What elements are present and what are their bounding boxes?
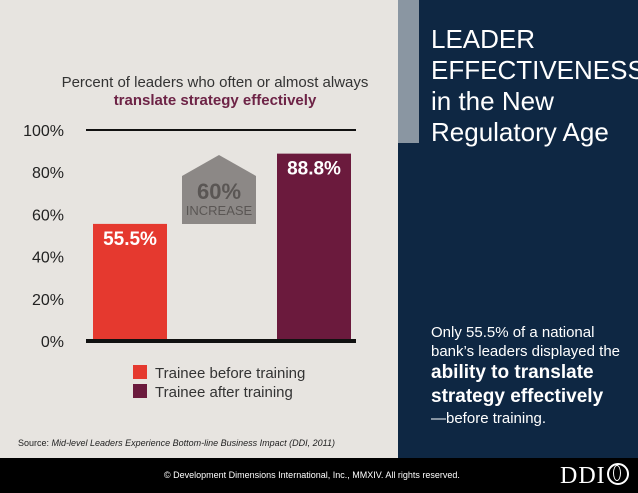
y-tick-label: 0% (41, 334, 64, 351)
source-note: Source: Mid-level Leaders Experience Bot… (18, 438, 335, 448)
chart-title-line: Percent of leaders who often or almost a… (61, 74, 369, 91)
y-tick-label: 20% (32, 292, 64, 309)
bar-value-label: 88.8% (287, 159, 341, 180)
body-lead: Only 55.5% of a national bank’s leaders … (431, 324, 621, 360)
bar-value-label: 55.5% (103, 229, 157, 250)
panel-body: Only 55.5% of a national bank’s leaders … (431, 323, 636, 428)
increase-box (182, 176, 256, 224)
body-bold: ability to translate strategy effectivel… (431, 362, 604, 407)
increase-value: 60% (197, 179, 241, 204)
copyright-text: © Development Dimensions International, … (164, 470, 460, 480)
legend-swatch (133, 365, 147, 379)
y-tick-label: 80% (32, 165, 64, 182)
headline-line-3: in the New (431, 86, 554, 116)
legend-swatch (133, 384, 147, 398)
increase-label: INCREASE (186, 203, 253, 218)
bar (277, 153, 351, 341)
increase-arrow-icon (182, 155, 256, 176)
y-tick-label: 60% (32, 207, 64, 224)
chart-subtitle: translate strategy effectively (113, 92, 317, 109)
bar-chart: 0%20%40%60%80%100%55.5%88.8%60%INCREASET… (23, 123, 356, 401)
bar (93, 223, 167, 341)
legend-label: Trainee before training (155, 365, 305, 382)
source-prefix: Source: (18, 438, 52, 448)
logo-text: DDI (560, 463, 606, 489)
chart-title: Percent of leaders who often or almost a… (40, 74, 390, 110)
body-tail: —before training. (431, 410, 547, 427)
ddi-logo: DDI (560, 463, 629, 490)
source-text: Mid-level Leaders Experience Bottom-line… (51, 438, 335, 448)
globe-icon (606, 463, 629, 485)
headline-line-4: Regulatory Age (431, 117, 609, 147)
panel-headline: LEADER EFFECTIVENESS in the New Regulato… (431, 24, 638, 148)
y-tick-label: 100% (23, 123, 64, 140)
headline-line-1: LEADER (431, 24, 536, 54)
footer-bar (0, 458, 638, 493)
legend-label: Trainee after training (155, 384, 293, 401)
y-tick-label: 40% (32, 250, 64, 267)
accent-strip (398, 0, 419, 143)
headline-line-2: EFFECTIVENESS (431, 55, 638, 85)
info-panel (419, 0, 638, 458)
info-panel-extension (398, 143, 419, 458)
